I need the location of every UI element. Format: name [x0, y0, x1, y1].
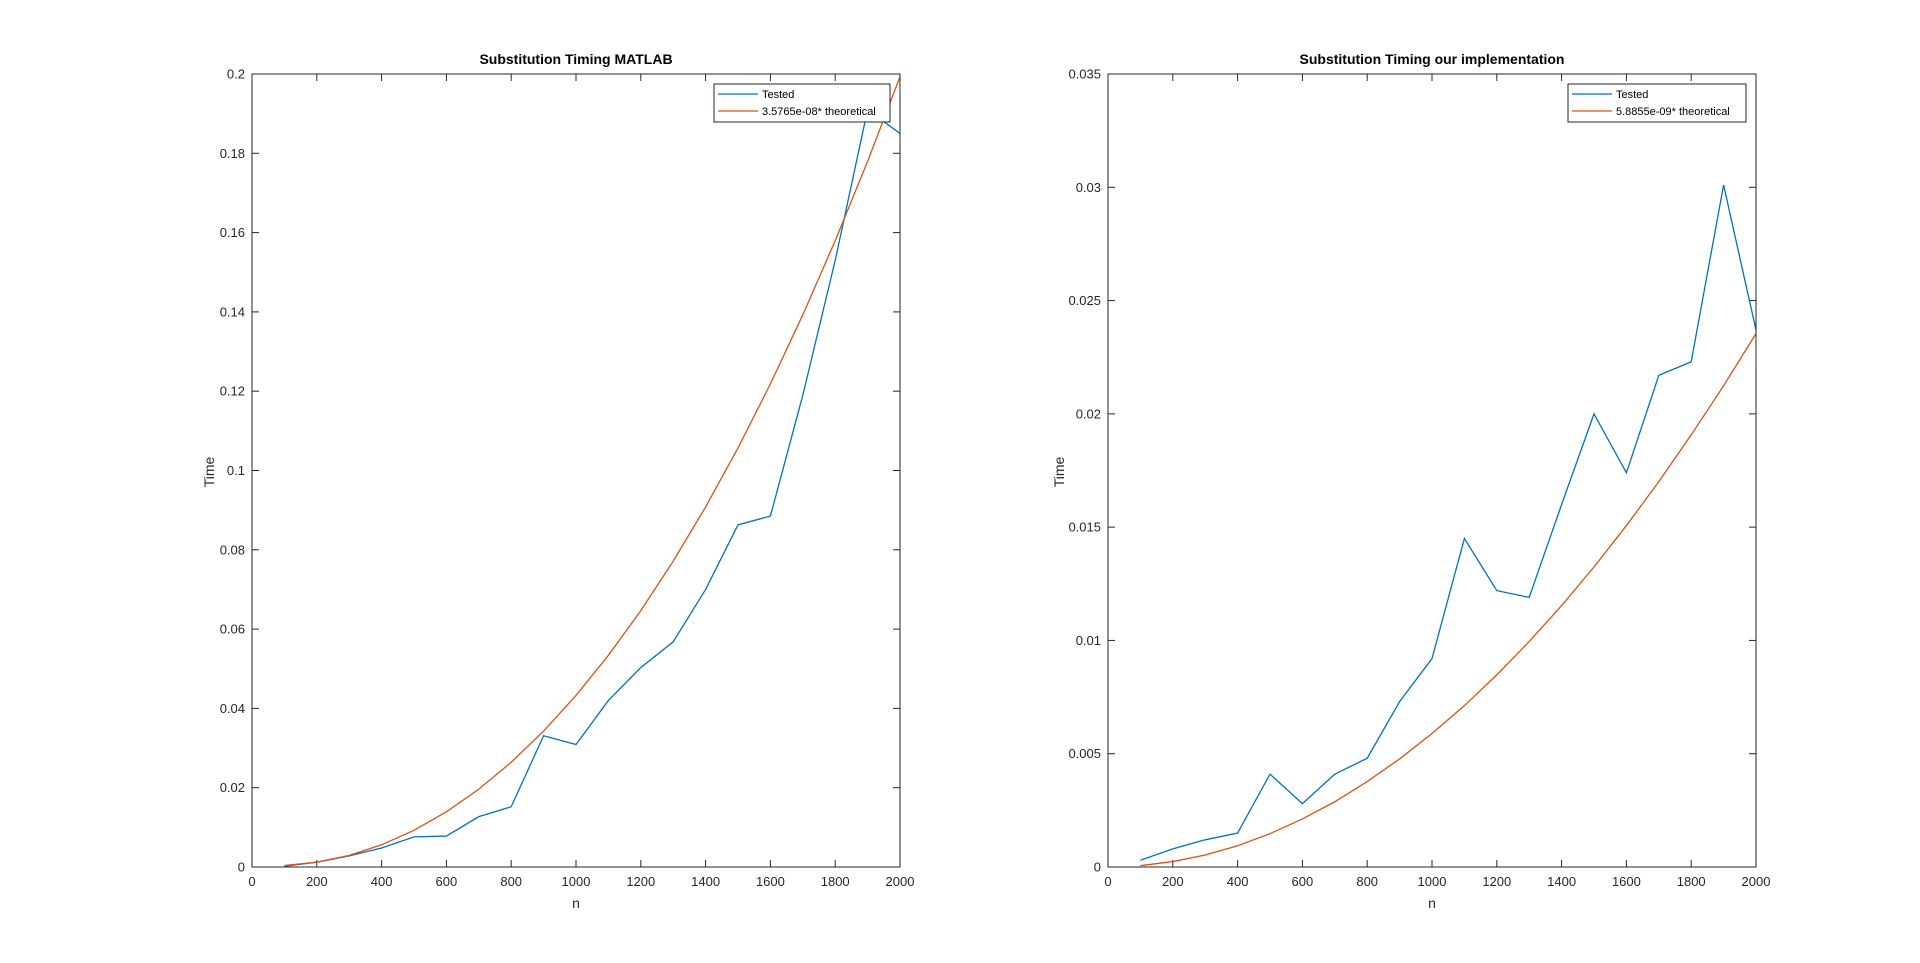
y-axis-label: Time: [201, 456, 217, 487]
x-tick-label: 800: [1356, 874, 1378, 889]
legend: Tested 3.5765e-08* theoretical: [713, 83, 891, 123]
plot-area: [1108, 74, 1756, 867]
x-tick-label: 800: [500, 874, 522, 889]
y-tick-label: 0: [1094, 860, 1101, 875]
series-line-theoretical: [284, 76, 900, 867]
chart-title: Substitution Timing our implementation: [1300, 51, 1565, 67]
chart-matlab: Substitution Timing MATLAB n Time 0 200 40…: [201, 51, 914, 911]
x-tick-label: 1200: [626, 874, 655, 889]
x-tick-label: 1600: [1612, 874, 1641, 889]
series-line-theoretical: [1140, 333, 1756, 867]
y-tick-label: 0.03: [1076, 180, 1101, 195]
x-tick-label: 1600: [756, 874, 785, 889]
x-tick-label: 1000: [1418, 874, 1447, 889]
x-tick-label: 600: [436, 874, 458, 889]
x-tick-label: 600: [1292, 874, 1314, 889]
y-tick-label: 0.035: [1068, 67, 1101, 82]
legend-entry: 5.8855e-09* theoretical: [1616, 106, 1730, 118]
y-tick-label: 0: [238, 860, 245, 875]
x-tick-label: 400: [371, 874, 393, 889]
y-tick-label: 0.18: [220, 146, 245, 161]
x-tick-label: 2000: [1742, 874, 1771, 889]
axes-box: [251, 73, 901, 868]
series-line-tested: [284, 108, 900, 867]
legend: Tested 5.8855e-09* theoretical: [1567, 83, 1747, 123]
y-tick-label: 0.02: [1076, 406, 1101, 421]
y-tick-label: 0.01: [1076, 633, 1101, 648]
series-line-tested: [1140, 184, 1756, 861]
legend-box: [713, 83, 891, 123]
x-tick-label: 1800: [1677, 874, 1706, 889]
plot-area: [252, 74, 900, 867]
y-tick-label: 0.08: [220, 542, 245, 557]
x-tick-label: 200: [1162, 874, 1184, 889]
chart-title: Substitution Timing MATLAB: [479, 51, 672, 67]
legend-box: [1567, 83, 1747, 123]
axes-box: [1107, 73, 1757, 868]
legend-entry: Tested: [762, 89, 794, 101]
y-tick-label: 0.015: [1068, 520, 1101, 535]
y-tick-label: 0.02: [220, 780, 245, 795]
x-tick-label: 2000: [886, 874, 915, 889]
y-tick-label: 0.2: [227, 67, 245, 82]
legend-entry: 3.5765e-08* theoretical: [762, 106, 876, 118]
x-tick-label: 0: [1104, 874, 1111, 889]
x-tick-label: 1400: [1547, 874, 1576, 889]
y-tick-label: 0.04: [220, 701, 245, 716]
x-axis-label: n: [1428, 895, 1436, 911]
x-tick-label: 1400: [691, 874, 720, 889]
y-tick-label: 0.06: [220, 622, 245, 637]
x-tick-label: 400: [1227, 874, 1249, 889]
y-tick-label: 0.025: [1068, 293, 1101, 308]
y-tick-label: 0.12: [220, 384, 245, 399]
y-tick-label: 0.14: [220, 304, 245, 319]
x-axis-label: n: [572, 895, 580, 911]
chart-our-implementation: Substitution Timing our implementation n…: [1051, 51, 1770, 911]
x-tick-label: 1000: [562, 874, 591, 889]
y-tick-label: 0.16: [220, 225, 245, 240]
y-tick-label: 0.005: [1068, 746, 1101, 761]
y-axis-label: Time: [1051, 456, 1067, 487]
legend-entry: Tested: [1616, 89, 1648, 101]
x-tick-label: 200: [306, 874, 328, 889]
x-tick-label: 1200: [1482, 874, 1511, 889]
x-tick-label: 1800: [821, 874, 850, 889]
x-tick-label: 0: [248, 874, 255, 889]
y-tick-label: 0.1: [227, 463, 245, 478]
